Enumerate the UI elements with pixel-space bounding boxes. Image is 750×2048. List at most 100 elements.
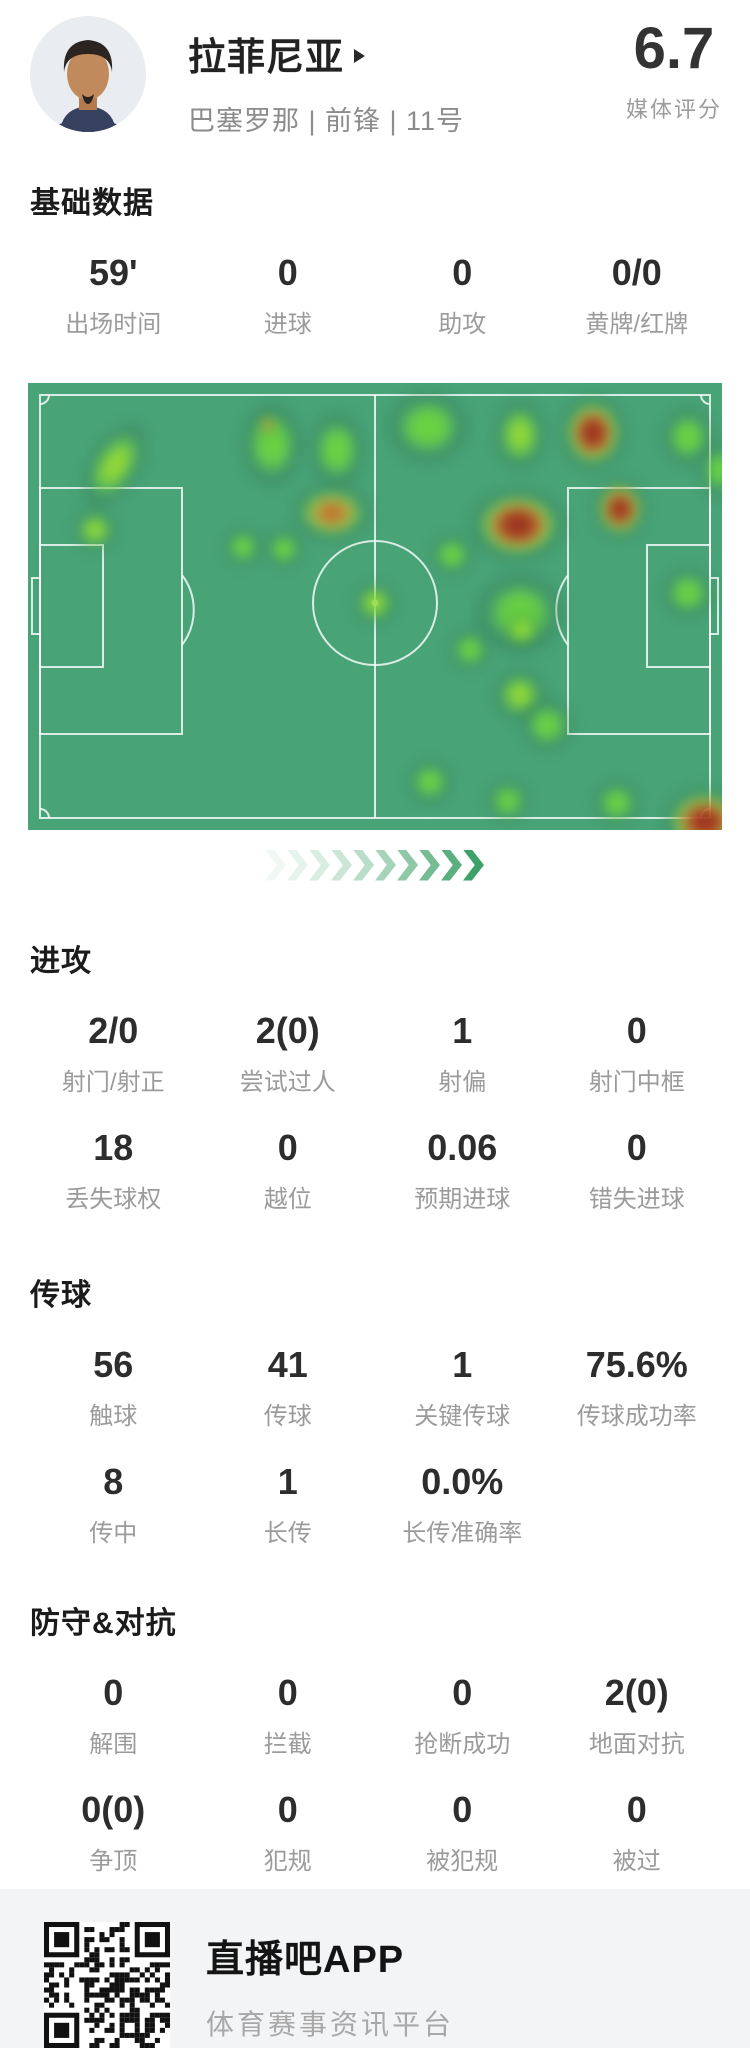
stat-long-balls: 1 长传 [201, 1461, 376, 1548]
section-title-attack: 进攻 [30, 945, 92, 978]
heat-spot [239, 400, 306, 491]
chevron-right-icon [287, 849, 308, 881]
heat-spot [257, 414, 280, 437]
chevron-right-icon [397, 849, 418, 881]
stat-label: 长传 [263, 1520, 312, 1547]
stat-label: 传球 [263, 1403, 312, 1430]
heat-spot [306, 409, 367, 492]
stat-passes: 41 传球 [201, 1344, 376, 1431]
stat-clearances: 0 解围 [26, 1672, 201, 1759]
section-title-basic: 基础数据 [30, 187, 154, 220]
media-rating-value: 6.7 [633, 16, 715, 81]
stat-value: 1 [452, 1010, 473, 1051]
heat-spot [557, 393, 628, 474]
player-avatar-image [30, 16, 146, 132]
stat-label: 被过 [612, 1848, 661, 1875]
section-title-defense: 防守&对抗 [30, 1607, 177, 1640]
player-name-row[interactable]: 拉菲尼亚 [188, 26, 464, 81]
stat-shots-woodwork: 0 射门中框 [550, 1010, 725, 1097]
stat-value: 8 [103, 1461, 124, 1502]
stat-value: 0 [452, 252, 473, 293]
stat-label: 错失进球 [588, 1186, 685, 1213]
chevron-right-icon [441, 849, 462, 881]
stat-key-passes: 1 关键传球 [375, 1344, 550, 1431]
stat-value: 2/0 [88, 1010, 139, 1051]
stat-value: 0.0% [421, 1461, 504, 1502]
stat-goals: 0 进球 [201, 252, 376, 339]
stat-value: 0 [626, 1127, 647, 1168]
heat-spot [383, 387, 472, 466]
stat-long-ball-accuracy: 0.0% 长传准确率 [375, 1461, 550, 1548]
section-title-passing: 传球 [30, 1279, 92, 1312]
media-rating-block: 6.7 媒体评分 [626, 16, 722, 124]
stat-value: 0 [452, 1789, 473, 1830]
defense-stats-grid-row1: 0 解围 0 拦截 0 抢断成功 2(0) 地面对抗 [0, 1672, 750, 1759]
stat-value: 59' [88, 252, 138, 293]
stat-label: 触球 [89, 1403, 138, 1430]
app-footer: 直播吧APP 体育赛事资讯平台 [44, 1922, 720, 2048]
chevron-right-icon [463, 849, 484, 881]
chevron-right-icon [353, 849, 374, 881]
stat-label: 争顶 [89, 1848, 138, 1875]
stat-dribbled-past: 0 被过 [550, 1789, 725, 1876]
stat-value: 0 [452, 1672, 473, 1713]
heat-spot [502, 610, 543, 651]
stat-interceptions: 0 拦截 [201, 1672, 376, 1759]
stat-value: 0 [626, 1010, 647, 1051]
attack-stats-grid-row2: 18 丢失球权 0 越位 0.06 预期进球 0 错失进球 [0, 1127, 750, 1214]
stat-value: 0 [277, 252, 298, 293]
stat-fouls: 0 犯规 [201, 1789, 376, 1876]
stat-label: 预期进球 [414, 1186, 511, 1213]
passing-stats-grid-row1: 56 触球 41 传球 1 关键传球 75.6% 传球成功率 [0, 1344, 750, 1431]
heat-spot [263, 527, 306, 570]
stat-minutes-played: 59' 出场时间 [26, 252, 201, 339]
stat-crosses: 8 传中 [26, 1461, 201, 1548]
stat-possession-lost: 18 丢失球权 [26, 1127, 201, 1214]
stat-value: 56 [93, 1344, 134, 1385]
chevron-right-icon [375, 849, 396, 881]
stat-value: 18 [93, 1127, 134, 1168]
heat-spot [519, 696, 576, 753]
stat-label: 拦截 [263, 1731, 312, 1758]
stat-value: 0 [103, 1672, 124, 1713]
stat-label: 抢断成功 [414, 1731, 511, 1758]
defense-stats-grid-row2: 0(0) 争顶 0 犯规 0 被犯规 0 被过 [0, 1789, 750, 1876]
stat-value: 75.6% [585, 1344, 688, 1385]
stat-label: 射门/射正 [61, 1069, 165, 1096]
qr-code [44, 1922, 170, 2048]
heat-spot [352, 579, 398, 626]
heat-spot [288, 482, 375, 545]
heat-spot [660, 565, 716, 621]
heat-spot [592, 778, 643, 829]
stat-tackles-won: 0 抢断成功 [375, 1672, 550, 1759]
stat-label: 地面对抗 [588, 1731, 685, 1758]
stat-pass-accuracy: 75.6% 传球成功率 [550, 1344, 725, 1431]
stat-label: 长传准确率 [402, 1520, 523, 1547]
stat-offsides: 0 越位 [201, 1127, 376, 1214]
passing-stats-grid-row2: 8 传中 1 长传 0.0% 长传准确率 [0, 1461, 750, 1548]
stat-ground-duels: 2(0) 地面对抗 [550, 1672, 725, 1759]
stat-value: 0 [277, 1672, 298, 1713]
stat-empty-cell [550, 1461, 725, 1548]
stat-value: 41 [267, 1344, 308, 1385]
stat-label: 进球 [263, 311, 312, 338]
stat-assists: 0 助攻 [375, 252, 550, 339]
stat-touches: 56 触球 [26, 1344, 201, 1431]
heat-spot [590, 476, 649, 543]
stat-label: 被犯规 [426, 1848, 499, 1875]
stat-value: 1 [452, 1344, 473, 1385]
player-team-line: 巴塞罗那 | 前锋 | 11号 [188, 106, 465, 136]
heat-spot [492, 396, 549, 473]
stat-value: 0(0) [81, 1789, 146, 1830]
stat-value: 2(0) [255, 1010, 320, 1051]
player-avatar [30, 16, 146, 132]
app-name: 直播吧APP [206, 1938, 405, 1981]
stat-value: 0.06 [427, 1127, 498, 1168]
heat-spot [429, 532, 476, 579]
stat-value: 0 [277, 1127, 298, 1168]
attack-stats-grid-row1: 2/0 射门/射正 2(0) 尝试过人 1 射偏 0 射门中框 [0, 1010, 750, 1097]
chevron-right-icon [309, 849, 330, 881]
chevron-separator [0, 846, 750, 884]
stat-label: 射偏 [438, 1069, 487, 1096]
chevron-right-icon [331, 849, 352, 881]
